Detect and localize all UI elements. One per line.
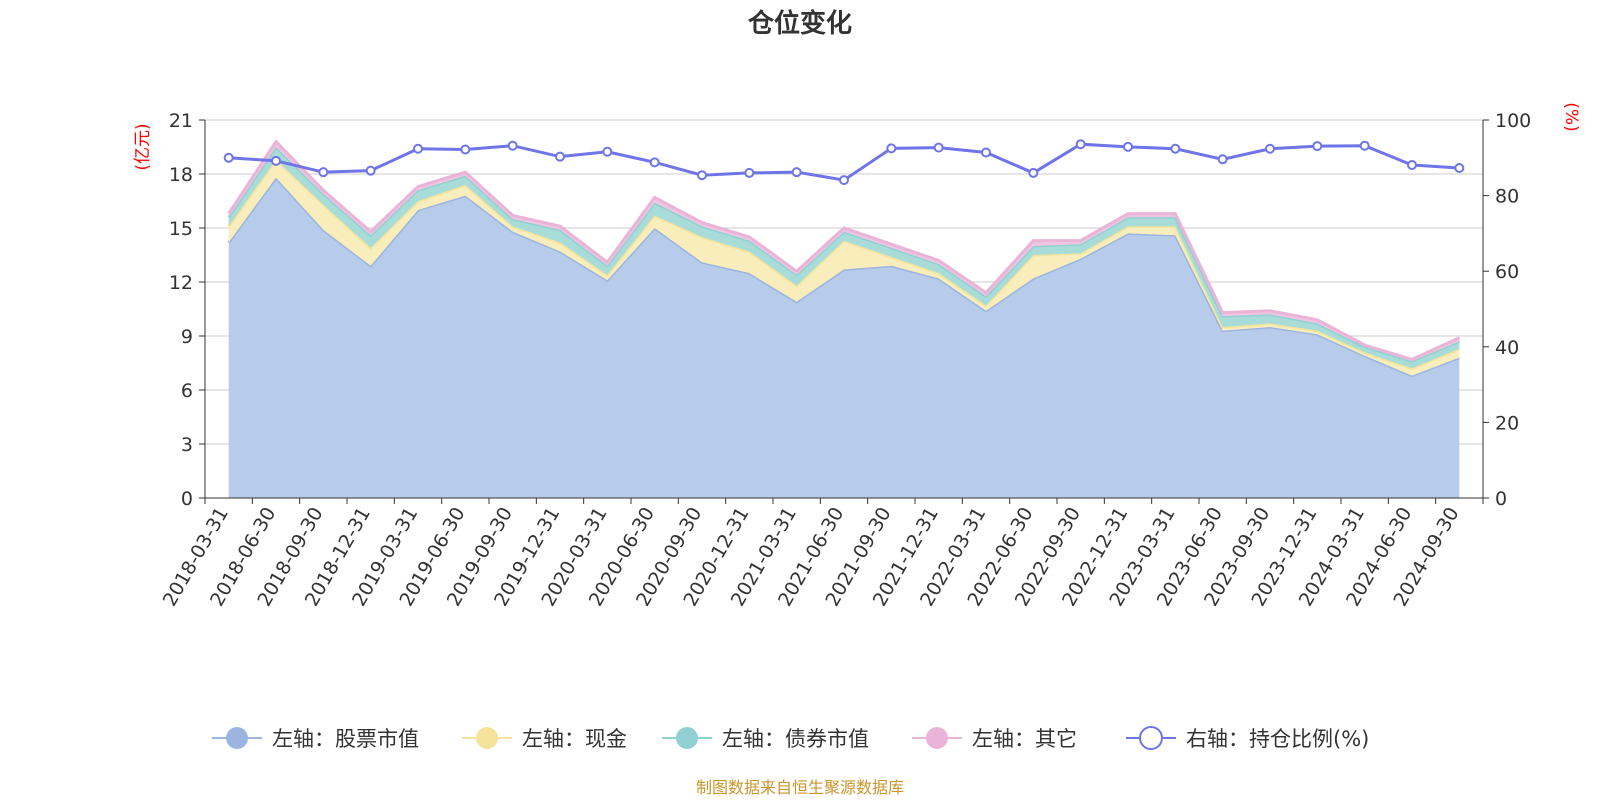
ratio-point (1312, 141, 1323, 152)
ratio-point (697, 170, 707, 181)
legend-label: 左轴：现金 (522, 727, 627, 751)
ratio-point (933, 142, 944, 153)
right-axis-unit: (%) (1561, 102, 1581, 131)
legend-marker (1139, 726, 1163, 750)
ratio-point (839, 175, 849, 186)
legend-marker (476, 727, 498, 749)
area-2 (228, 159, 1460, 376)
ratio-point (649, 157, 660, 168)
ratio-point (365, 165, 376, 176)
ratio-point (318, 167, 329, 178)
area-edge-4 (227, 139, 1460, 362)
right-tick-label: 80 (1495, 186, 1519, 208)
right-tick-label: 0 (1495, 488, 1507, 510)
left-tick-label: 3 (181, 434, 193, 456)
ratio-point (413, 143, 423, 154)
left-tick-label: 9 (181, 326, 193, 348)
stacked-areas (227, 139, 1460, 498)
ratio-point (1454, 163, 1465, 174)
legend-marker (926, 727, 948, 749)
ratio-line (223, 139, 1465, 186)
ratio-point (1170, 143, 1181, 154)
legend-marker (676, 727, 698, 749)
left-tick-label: 15 (169, 218, 193, 240)
ratio-point (271, 155, 281, 166)
ratio-point (1359, 140, 1370, 151)
ratio-point (602, 146, 613, 157)
ratio-point (555, 151, 565, 162)
right-tick-label: 60 (1495, 261, 1519, 283)
ratio-point (744, 167, 755, 178)
right-tick-label: 20 (1495, 412, 1519, 434)
right-tick-label: 40 (1495, 337, 1519, 359)
left-tick-label: 21 (169, 110, 193, 132)
ratio-point (791, 167, 802, 178)
ratio-point (460, 144, 471, 155)
legend-marker (226, 727, 248, 749)
ratio-point (981, 147, 991, 158)
chart-title: 仓位变化 (747, 8, 852, 39)
legend: 左轴：股票市值 左轴：现金 左轴：债券市值 左轴：其它 右轴：持仓比例(%) (212, 726, 1369, 751)
ratio-point (1028, 167, 1039, 178)
ratio-point (223, 152, 234, 163)
ratio-point (507, 140, 518, 151)
left-tick-label: 6 (181, 380, 193, 402)
left-tick-label: 18 (169, 164, 193, 186)
legend-label: 左轴：其它 (972, 727, 1077, 751)
legend-label: 左轴：债券市值 (722, 727, 869, 751)
ratio-point (1407, 159, 1417, 170)
ratio-point (886, 143, 897, 154)
ratio-point (1123, 141, 1133, 152)
legend-label: 左轴：股票市值 (272, 727, 419, 751)
left-tick-label: 12 (169, 272, 193, 294)
ratio-point (1075, 139, 1086, 150)
area-1 (228, 177, 1460, 498)
left-axis-unit: (亿元) (133, 123, 153, 170)
legend-label: 右轴：持仓比例(%) (1186, 727, 1369, 751)
source-note: 制图数据来自恒生聚源数据库 (696, 778, 904, 797)
right-tick-label: 100 (1495, 110, 1531, 132)
ratio-point (1217, 154, 1228, 165)
left-tick-label: 0 (181, 488, 193, 510)
ratio-point (1265, 143, 1275, 154)
